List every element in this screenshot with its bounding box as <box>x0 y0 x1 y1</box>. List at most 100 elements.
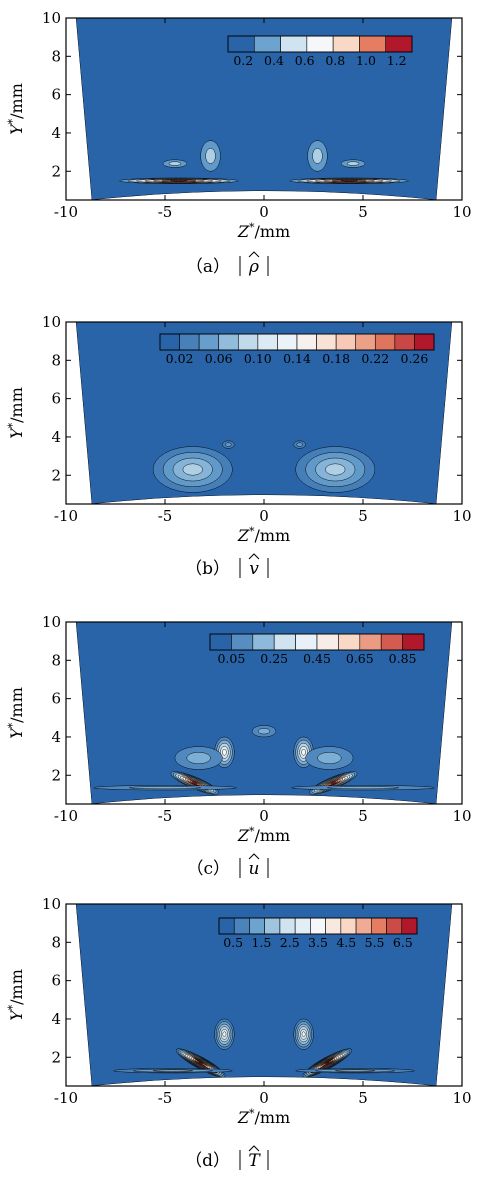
x-axis-label: Z*/mm <box>237 825 290 845</box>
colorbar-tick-label: 6.5 <box>393 935 413 950</box>
caption-quantity: ρ <box>248 257 259 277</box>
colorbar-swatch-1 <box>179 333 200 351</box>
colorbar-swatch-7 <box>359 633 382 651</box>
y-tick-label: 6 <box>51 86 61 104</box>
colorbar-swatch-9 <box>355 917 372 935</box>
contour-lobe-1-level-10 <box>330 781 336 785</box>
contour-lobe-1-level-7 <box>340 180 358 182</box>
panel-caption: （c） u <box>186 853 269 879</box>
colorbar-tick-label: 5.5 <box>365 935 385 950</box>
colorbar-tick-label: 0.22 <box>361 351 389 366</box>
contour-lobe-4-level-3 <box>152 1069 193 1072</box>
colorbar: 0.02 0.06 0.10 0.14 0.18 0.22 0.26 <box>159 333 435 366</box>
colorbar-swatch-2 <box>198 333 220 351</box>
contour-lobe-4-level-2 <box>129 786 201 790</box>
colorbar-tick-label: 0.05 <box>217 651 245 666</box>
contour-field <box>119 140 409 184</box>
colorbar-swatch-7 <box>325 917 342 935</box>
x-axis-label: Z*/mm <box>237 525 290 545</box>
colorbar-swatch-2 <box>249 917 265 935</box>
colorbar-swatch-4 <box>279 917 296 935</box>
colorbar-tick-label: 0.65 <box>346 651 374 666</box>
caption-hat <box>248 1145 260 1152</box>
panel-c: -10 -5 0 5 10 2 4 6 8 10 Z*/mm Y*/mm 0.05 0.25 0.45 0.6… <box>6 613 472 879</box>
contour-lobe-3-level-5 <box>301 748 306 756</box>
colorbar-tick-label: 0.45 <box>303 651 331 666</box>
colorbar-swatch-11 <box>386 917 403 935</box>
caption-quantity: T <box>248 1151 261 1171</box>
colorbar-frame <box>209 633 425 651</box>
colorbar-swatch-6 <box>385 35 413 53</box>
caption-label: （c） <box>186 859 230 879</box>
colorbar-tick-label: 2.5 <box>280 935 300 950</box>
colorbar-swatch-8 <box>340 917 357 935</box>
contour-field <box>93 725 435 795</box>
y-tick-label: 10 <box>42 613 61 631</box>
contour-lobe-4-level-2 <box>168 161 182 166</box>
colorbar-tick-label: 0.26 <box>401 351 429 366</box>
x-tick-label: 0 <box>259 203 269 221</box>
panel-d: -10 -5 0 5 10 2 4 6 8 10 Z*/mm Y*/mm 0.5 1.5 2.5 3.5 4.5… <box>6 895 472 1171</box>
y-tick-label: 10 <box>42 895 61 913</box>
colorbar-tick-label: 4.5 <box>336 935 356 950</box>
panel-caption: （d） T <box>185 1145 269 1171</box>
contour-lobe-4-level-2 <box>225 442 232 447</box>
contour-lobe-7-level-2 <box>317 752 342 764</box>
colorbar-tick-label: 0.25 <box>260 651 288 666</box>
colorbar-swatch-4 <box>332 35 360 53</box>
y-tick-label: 4 <box>51 728 61 746</box>
colorbar-swatch-4 <box>237 333 259 351</box>
colorbar-swatch-7 <box>296 333 317 351</box>
colorbar-swatch-0 <box>209 633 232 651</box>
x-tick-label: -5 <box>158 1089 173 1107</box>
colorbar-swatch-5 <box>257 333 278 351</box>
colorbar-swatch-9 <box>335 333 357 351</box>
y-tick-label: 10 <box>42 313 61 331</box>
colorbar-tick-label: 0.5 <box>223 935 243 950</box>
colorbar-tick-label: 0.4 <box>264 53 284 68</box>
x-tick-label: -10 <box>54 1089 78 1107</box>
x-axis-label: Z*/mm <box>237 1107 290 1127</box>
caption-quantity: v <box>249 559 259 579</box>
flow-domain <box>75 904 453 1086</box>
colorbar-tick-label: 0.02 <box>166 351 194 366</box>
colorbar-swatch-11 <box>374 333 396 351</box>
y-tick-label: 6 <box>51 390 61 408</box>
y-axis-label: Y*/mm <box>6 969 26 1021</box>
contour-field <box>113 1018 415 1078</box>
colorbar: 0.5 1.5 2.5 3.5 4.5 5.5 6.5 <box>218 917 418 950</box>
x-tick-label: 10 <box>452 1089 471 1107</box>
colorbar-frame <box>218 917 418 935</box>
y-tick-label: 10 <box>42 9 61 27</box>
x-tick-label: -5 <box>158 507 173 525</box>
flow-domain <box>75 622 453 804</box>
x-tick-label: 10 <box>452 807 471 825</box>
colorbar-swatch-1 <box>233 917 250 935</box>
x-tick-label: 0 <box>259 507 269 525</box>
y-axis-label: Y*/mm <box>6 387 26 439</box>
y-axis-label: Y*/mm <box>6 687 26 739</box>
panel-caption: （a） ρ <box>186 251 269 277</box>
colorbar-swatch-3 <box>218 333 239 351</box>
colorbar-swatch-3 <box>264 917 281 935</box>
colorbar-tick-label: 3.5 <box>308 935 328 950</box>
panel-a: -10 -5 0 5 10 2 4 6 8 10 Z*/mm Y*/mm 0.2 0.4 0.6 0.8 1.0… <box>6 9 472 277</box>
colorbar-tick-label: 1.5 <box>251 935 271 950</box>
contour-lobe-2-level-2 <box>205 148 216 164</box>
contour-lobe-3-level-6 <box>301 1031 306 1038</box>
colorbar-swatch-2 <box>252 633 275 651</box>
colorbar-swatch-3 <box>306 35 334 53</box>
x-axis-label: Z*/mm <box>237 221 290 241</box>
colorbar-swatch-10 <box>371 917 387 935</box>
contour-lobe-5-level-3 <box>335 1069 376 1072</box>
x-tick-label: -5 <box>158 203 173 221</box>
colorbar-swatch-2 <box>280 35 308 53</box>
x-tick-label: -10 <box>54 807 78 825</box>
x-tick-label: 0 <box>259 807 269 825</box>
colorbar: 0.2 0.4 0.6 0.8 1.0 1.2 <box>227 35 413 68</box>
colorbar-swatch-1 <box>231 633 254 651</box>
colorbar-tick-label: 0.8 <box>325 53 345 68</box>
colorbar-swatch-6 <box>277 333 298 351</box>
